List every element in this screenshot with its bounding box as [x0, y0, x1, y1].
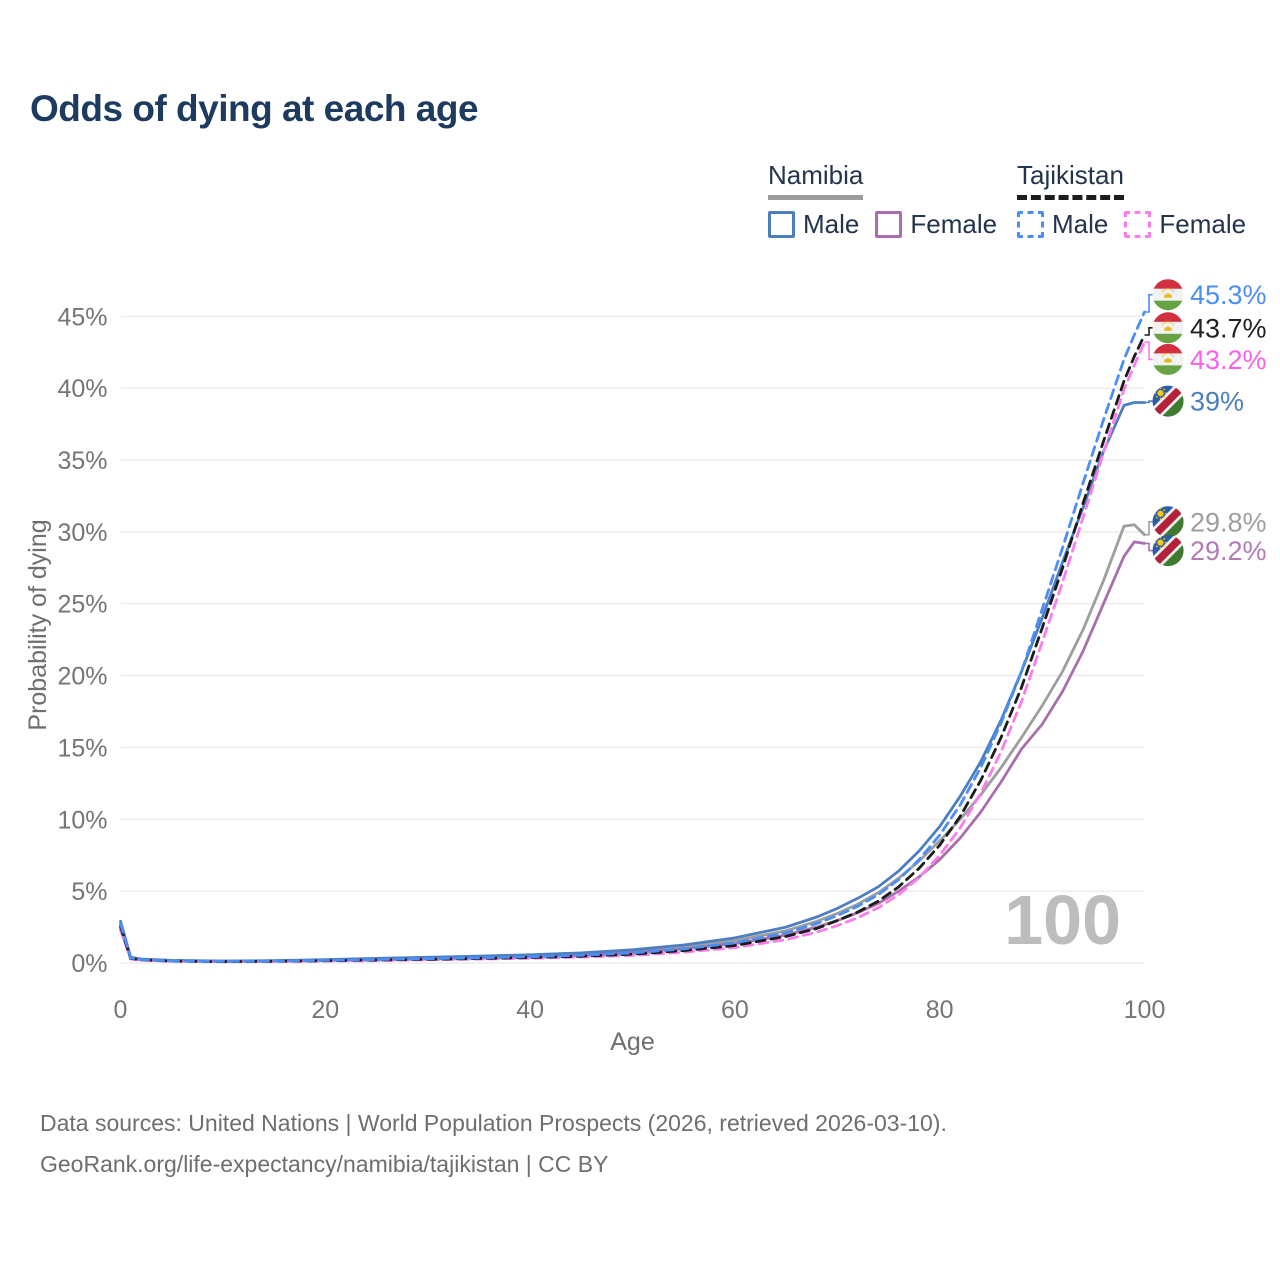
legend-title-tajikistan: Tajikistan	[1017, 160, 1124, 200]
x-axis-title: Age	[610, 1028, 654, 1056]
y-axis-title: Probability of dying	[24, 519, 52, 730]
tajikistan-flag-icon	[1152, 343, 1184, 375]
legend-item-namibia-male[interactable]: Male	[768, 209, 859, 240]
end-label-nam_total: 29.8%	[1190, 507, 1267, 537]
namibia-female-swatch-icon	[875, 211, 903, 238]
y-tick-label: 15%	[57, 734, 107, 762]
footer-attribution: GeoRank.org/life-expectancy/namibia/taji…	[40, 1151, 609, 1177]
x-tick-label: 0	[114, 996, 128, 1024]
legend-label-namibia-male: Male	[803, 209, 860, 239]
series-line-taj_female	[119, 340, 1146, 964]
label-connector-nam_total	[1144, 521, 1153, 536]
x-tick-label: 60	[721, 996, 749, 1024]
label-connector-taj_female	[1144, 341, 1153, 361]
series-line-taj_male	[119, 310, 1146, 963]
y-tick-label: 40%	[57, 375, 107, 403]
series-line-nam_female	[119, 540, 1146, 963]
legend-group-tajikistan: Tajikistan Male Female	[1017, 160, 1262, 240]
legend-label-namibia-female: Female	[910, 209, 998, 239]
end-label-taj_female: 43.2%	[1190, 345, 1267, 375]
y-tick-label: 5%	[71, 878, 107, 906]
x-tick-label: 40	[516, 996, 544, 1024]
end-label-taj_total: 43.7%	[1190, 313, 1267, 343]
legend-label-tajikistan-female: Female	[1159, 209, 1247, 239]
legend-title-namibia: Namibia	[768, 160, 864, 200]
end-label-nam_female: 29.2%	[1190, 536, 1267, 566]
x-tick-label: 20	[311, 996, 339, 1024]
legend-item-namibia-female[interactable]: Female	[875, 209, 997, 240]
namibia-flag-icon	[1149, 532, 1187, 570]
legend-label-tajikistan-male: Male	[1052, 209, 1109, 239]
namibia-flag-icon	[1149, 382, 1187, 420]
y-tick-label: 25%	[57, 591, 107, 619]
x-tick-label: 100	[1124, 996, 1166, 1024]
y-tick-label: 10%	[57, 806, 107, 834]
tajikistan-flag-icon	[1152, 312, 1184, 344]
x-tick-label: 80	[926, 996, 954, 1024]
y-tick-label: 35%	[57, 447, 107, 475]
y-tick-label: 45%	[57, 303, 107, 331]
series-line-taj_total	[119, 333, 1146, 963]
end-label-nam_male: 39%	[1190, 387, 1244, 417]
label-connector-nam_female	[1144, 542, 1153, 552]
series-line-nam_male	[119, 401, 1146, 963]
label-connector-taj_male	[1144, 293, 1153, 313]
tajikistan-flag-icon	[1152, 279, 1184, 311]
legend-item-tajikistan-female[interactable]: Female	[1124, 209, 1246, 240]
tajikistan-male-swatch-icon	[1017, 211, 1044, 238]
legend-item-tajikistan-male[interactable]: Male	[1017, 209, 1108, 240]
y-tick-label: 20%	[57, 663, 107, 691]
age-watermark: 100	[1004, 881, 1121, 959]
legend-group-namibia: Namibia Male Female	[768, 160, 1013, 240]
label-connector-taj_total	[1144, 327, 1153, 336]
footer-data-sources: Data sources: United Nations | World Pop…	[40, 1110, 947, 1136]
page-title: Odds of dying at each age	[30, 88, 479, 129]
label-connector-nam_male	[1144, 400, 1153, 404]
end-label-taj_male: 45.3%	[1190, 280, 1267, 310]
y-tick-label: 30%	[57, 519, 107, 547]
y-tick-label: 0%	[71, 950, 107, 978]
tajikistan-female-swatch-icon	[1124, 211, 1152, 238]
footer: Data sources: United Nations | World Pop…	[40, 1103, 947, 1185]
namibia-male-swatch-icon	[768, 211, 795, 238]
